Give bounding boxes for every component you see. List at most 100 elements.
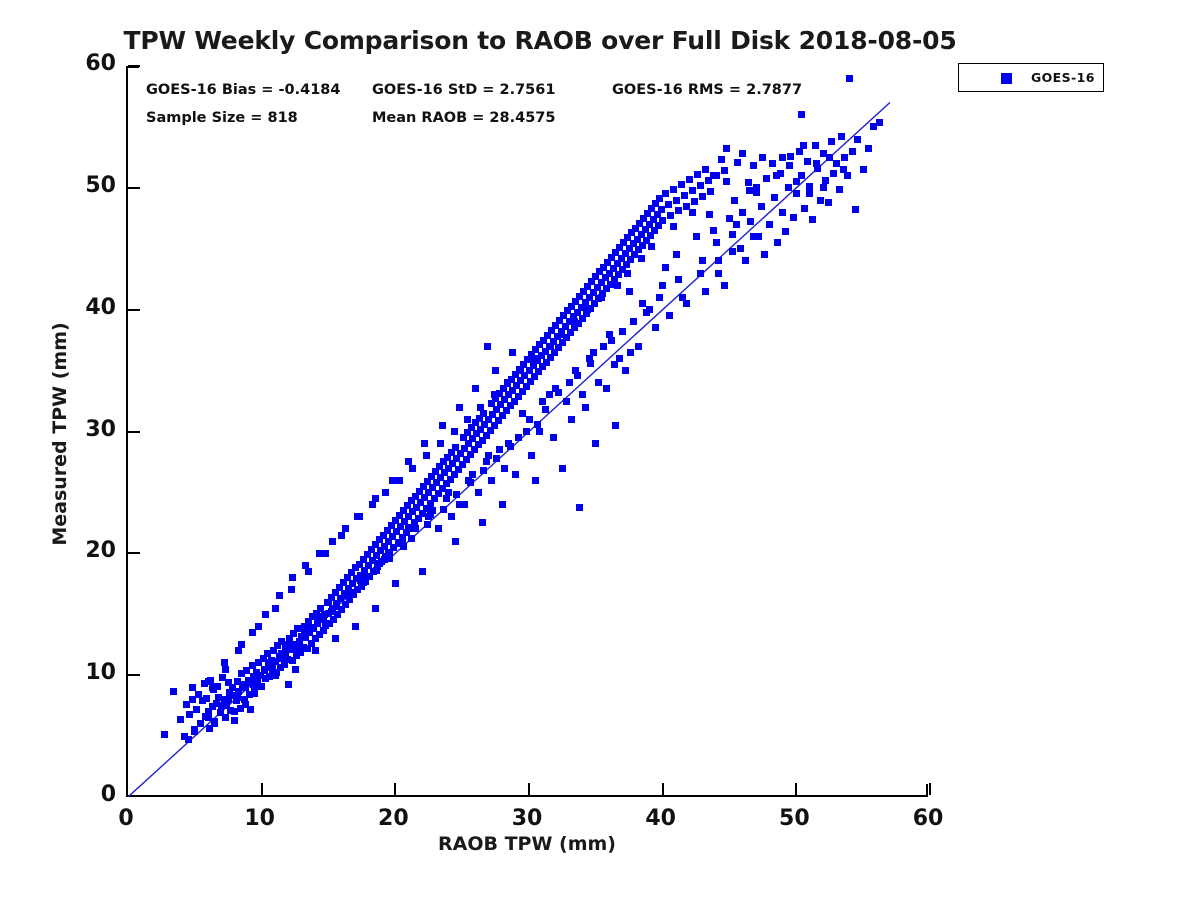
x-tick [260, 783, 263, 795]
scatter-point [723, 145, 731, 153]
scatter-point [675, 207, 683, 215]
scatter-point [617, 254, 625, 262]
scatter-point [752, 189, 760, 197]
scatter-point [643, 236, 651, 244]
scatter-point [546, 353, 554, 361]
scatter-point [627, 348, 635, 356]
scatter-point [284, 681, 292, 689]
scatter-point [271, 671, 279, 679]
scatter-point [441, 469, 449, 477]
scatter-point [615, 270, 623, 278]
scatter-point [570, 318, 578, 326]
scatter-point [582, 309, 590, 317]
scatter-point [480, 466, 488, 474]
scatter-point [375, 559, 383, 567]
y-tick-label: 20 [85, 538, 116, 564]
scatter-point [502, 407, 510, 415]
scatter-point [744, 179, 752, 187]
scatter-point [402, 529, 410, 537]
scatter-point [211, 720, 219, 728]
scatter-point [578, 314, 586, 322]
scatter-point [357, 571, 365, 579]
scatter-point [304, 568, 312, 576]
scatter-point [635, 342, 643, 350]
scatter-point [736, 245, 744, 253]
scatter-point [812, 159, 820, 167]
scatter-point [466, 479, 474, 487]
scatter-point [639, 241, 647, 249]
scatter-point [474, 488, 482, 496]
scatter-point [477, 425, 485, 433]
scatter-point [704, 177, 712, 185]
scatter-point [314, 616, 322, 624]
scatter-point [532, 346, 540, 354]
scatter-point [414, 514, 422, 522]
scatter-point [851, 206, 859, 214]
scatter-point [538, 397, 546, 405]
scatter-point [331, 635, 339, 643]
scatter-point [264, 659, 272, 667]
scatter-point [359, 579, 367, 587]
scatter-point [373, 566, 381, 574]
scatter-point [215, 693, 223, 701]
scatter-point [739, 150, 747, 158]
scatter-point [199, 697, 207, 705]
scatter-point [329, 537, 336, 545]
scatter-point [585, 293, 593, 301]
scatter-point [774, 239, 782, 247]
scatter-point [298, 632, 306, 640]
scatter-point [176, 715, 184, 723]
scatter-point [248, 661, 256, 669]
scatter-point [418, 568, 426, 576]
scatter-point [169, 687, 177, 695]
scatter-point [280, 660, 288, 668]
scatter-point [461, 445, 469, 453]
scatter-point [552, 322, 560, 329]
scatter-point [490, 421, 498, 429]
scatter-point [283, 655, 291, 663]
x-tick-label: 30 [511, 806, 543, 831]
scatter-point [473, 430, 481, 438]
scatter-point [572, 297, 580, 305]
scatter-point [536, 341, 544, 349]
scatter-point [259, 654, 267, 662]
scatter-point [723, 178, 731, 186]
scatter-point [875, 118, 883, 126]
scatter-point [381, 555, 389, 563]
scatter-point [544, 331, 552, 339]
scatter-point [248, 629, 256, 637]
scatter-point [470, 446, 478, 454]
scatter-point [675, 275, 683, 283]
scatter-point [688, 208, 696, 216]
scatter-point [581, 403, 589, 411]
scatter-point [843, 172, 851, 180]
scatter-point [645, 220, 653, 228]
scatter-point [220, 659, 228, 667]
scatter-point [303, 644, 311, 652]
scatter-point [251, 689, 259, 697]
scatter-point [604, 258, 612, 266]
scatter-point [394, 540, 402, 548]
scatter-point [222, 665, 230, 673]
scatter-point [329, 604, 336, 612]
scatter-point [216, 709, 224, 717]
scatter-point [541, 406, 549, 414]
scatter-point [657, 206, 665, 214]
scatter-point [840, 153, 848, 161]
scatter-point [526, 378, 534, 386]
scatter-point [669, 223, 677, 231]
scatter-point [445, 488, 453, 496]
scatter-point [355, 560, 363, 568]
scatter-point [619, 328, 627, 336]
scatter-point [369, 501, 377, 509]
chart-legend: GOES-16 [958, 63, 1104, 92]
scatter-point [613, 281, 621, 289]
scatter-point [524, 356, 532, 364]
scatter-point [185, 710, 193, 718]
scatter-point [720, 167, 728, 175]
scatter-point [224, 696, 232, 704]
scatter-point [291, 641, 299, 649]
scatter-point [449, 459, 457, 467]
scatter-point [385, 549, 393, 557]
scatter-point [439, 458, 447, 466]
